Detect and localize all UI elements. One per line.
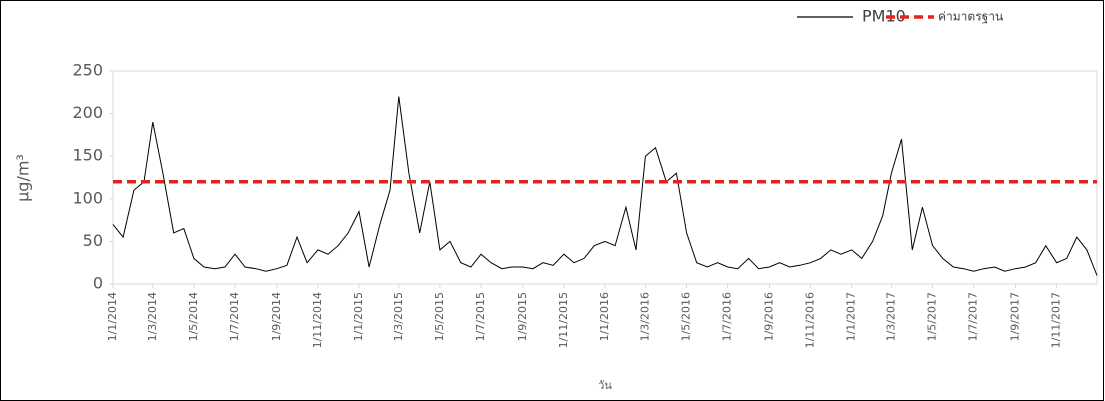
x-tick-label: 1/3/2016	[638, 292, 651, 341]
x-tick-label: 1/7/2016	[721, 292, 734, 341]
x-tick-label: 1/7/2014	[228, 292, 241, 341]
x-tick-label: 1/7/2017	[967, 292, 980, 341]
legend-label: ค่ามาตรฐาน	[938, 10, 1003, 24]
x-tick-label: 1/1/2015	[352, 292, 365, 341]
y-tick-label: 250	[72, 61, 103, 80]
legend-label: PM10	[862, 7, 906, 26]
x-tick-label: 1/1/2016	[598, 292, 611, 341]
x-tick-label: 1/3/2015	[392, 292, 405, 341]
x-tick-label: 1/7/2015	[474, 292, 487, 341]
x-tick-label: 1/5/2017	[926, 292, 939, 341]
x-tick-label: 1/1/2017	[845, 292, 858, 341]
x-tick-label: 1/9/2014	[270, 292, 283, 341]
x-tick-label: 1/9/2016	[762, 292, 775, 341]
x-tick-label: 1/11/2016	[804, 292, 817, 348]
y-tick-label: 50	[83, 231, 103, 250]
y-tick-label: 0	[93, 274, 103, 293]
x-axis-label: วัน	[598, 379, 612, 392]
x-tick-label: 1/11/2014	[311, 292, 324, 348]
x-tick-label: 1/11/2017	[1050, 292, 1063, 348]
x-tick-label: 1/5/2016	[680, 292, 693, 341]
y-tick-label: 150	[72, 146, 103, 165]
y-tick-label: 200	[72, 103, 103, 122]
x-tick-label: 1/3/2014	[146, 292, 159, 341]
x-tick-label: 1/3/2017	[884, 292, 897, 341]
x-tick-label: 1/5/2014	[187, 292, 200, 341]
chart: µg/m³ วัน PM10 ค่ามาตรฐาน 0 50 100 150 200 25…	[0, 0, 1105, 401]
x-tick-label: 1/11/2015	[557, 292, 570, 348]
y-axis-label: µg/m³	[14, 154, 33, 202]
x-tick-label: 1/9/2015	[516, 292, 529, 341]
x-tick-label: 1/9/2017	[1008, 292, 1021, 341]
x-tick-label: 1/5/2015	[433, 292, 446, 341]
x-tick-label: 1/1/2014	[106, 292, 119, 341]
y-tick-label: 100	[72, 188, 103, 207]
